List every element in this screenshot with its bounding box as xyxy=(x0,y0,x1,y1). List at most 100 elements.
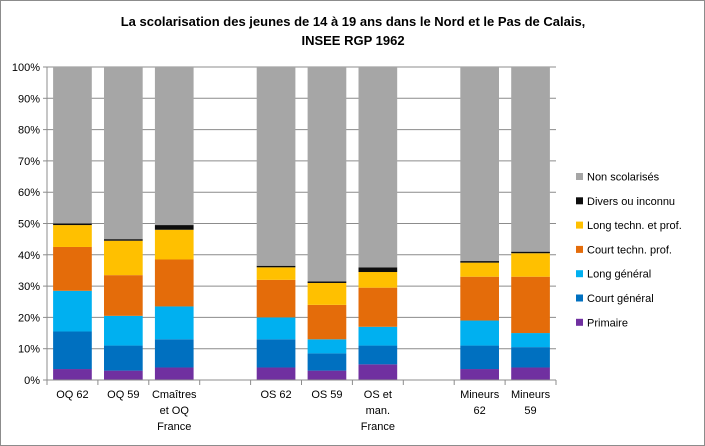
legend-swatch xyxy=(576,173,583,180)
y-tick-label: 10% xyxy=(18,344,40,356)
bar-segment-court-général xyxy=(460,345,499,370)
bar-segment-long-général xyxy=(307,339,347,354)
legend-swatch xyxy=(576,318,583,326)
bar-segment-court-techn-prof- xyxy=(511,276,550,334)
bar-segment-divers-ou-inconnu xyxy=(460,261,499,263)
y-tick-label: 20% xyxy=(18,312,40,324)
bar-segment-court-général xyxy=(53,331,92,370)
bar-segment-long-techn-et-prof- xyxy=(104,240,143,276)
bar-segment-non-scolarisés xyxy=(460,67,499,262)
bar-segment-long-général xyxy=(460,320,499,346)
bar-segment-non-scolarisés xyxy=(511,67,550,252)
bar-segment-primaire xyxy=(256,367,296,380)
bar-segment-long-techn-et-prof- xyxy=(307,282,347,305)
y-tick-label: 100% xyxy=(12,62,40,74)
bar-segment-long-techn-et-prof- xyxy=(53,225,92,247)
bar-segment-long-général xyxy=(154,306,194,340)
legend-label: Primaire xyxy=(587,317,628,329)
legend-swatch xyxy=(576,270,583,278)
legend-label: Non scolarisés xyxy=(587,172,660,184)
bar-segment-long-techn-et-prof- xyxy=(358,272,398,288)
bar-segment-long-techn-et-prof- xyxy=(460,262,499,277)
legend-label: Divers ou inconnu xyxy=(587,196,675,208)
y-tick-label: 40% xyxy=(18,250,40,262)
x-tick-label: Cmaîtres xyxy=(152,389,197,401)
y-tick-label: 80% xyxy=(18,125,40,137)
x-tick-label: France xyxy=(157,421,191,433)
y-tick-label: 0% xyxy=(24,375,40,387)
bar-segment-primaire xyxy=(511,367,550,380)
bar-segment-long-général xyxy=(358,326,398,346)
bar-segment-court-général xyxy=(256,339,296,368)
bar-segment-court-général xyxy=(307,353,347,371)
bars xyxy=(53,67,550,380)
y-axis: 0% 10% 20% 30% 40% 50% 60% 70% 80% 90% 100% xyxy=(12,62,48,387)
bar-segment-divers-ou-inconnu xyxy=(154,225,194,230)
bar-segment-divers-ou-inconnu xyxy=(307,281,347,283)
legend-label: Long techn. et prof. xyxy=(587,220,682,232)
bar-segment-divers-ou-inconnu xyxy=(511,251,550,254)
legend-swatch xyxy=(576,197,583,205)
chart-title: La scolarisation des jeunes de 14 à 19 a… xyxy=(121,14,586,48)
bar-segment-court-techn-prof- xyxy=(307,304,347,340)
x-tick-label: et OQ xyxy=(160,405,190,417)
x-tick-label: Mineurs xyxy=(511,389,551,401)
bar-segment-court-général xyxy=(154,339,194,368)
bar-segment-non-scolarisés xyxy=(307,67,347,282)
bar-segment-court-techn-prof- xyxy=(154,259,194,307)
x-tick-label: OQ 62 xyxy=(56,389,88,401)
bar-segment-long-techn-et-prof- xyxy=(511,253,550,277)
bar-segment-divers-ou-inconnu xyxy=(256,265,296,268)
x-axis: OQ 62 OQ 59 Cmaîtres et OQ France OS 62 OS 59 O… xyxy=(46,379,557,433)
bar-segment-long-général xyxy=(104,315,143,346)
y-tick-label: 50% xyxy=(18,219,40,231)
bar-segment-primaire xyxy=(104,370,143,380)
x-tick-label: OS 59 xyxy=(311,389,342,401)
bar-segment-non-scolarisés xyxy=(256,67,296,266)
bar-segment-primaire xyxy=(53,369,92,380)
legend-label: Long général xyxy=(587,269,651,281)
bar-segment-court-techn-prof- xyxy=(256,279,296,318)
legend-swatch xyxy=(576,221,583,229)
x-tick-label: OS 62 xyxy=(260,389,291,401)
bar-segment-long-général xyxy=(256,317,296,340)
y-tick-label: 30% xyxy=(18,281,40,293)
y-tick-label: 70% xyxy=(18,156,40,168)
bar-segment-divers-ou-inconnu xyxy=(358,267,398,273)
legend-swatch xyxy=(576,245,583,253)
bar-segment-non-scolarisés xyxy=(154,67,194,226)
legend-swatch xyxy=(576,294,583,302)
x-tick-label: 62 xyxy=(474,405,486,417)
bar-segment-primaire xyxy=(358,364,398,380)
bar-segment-divers-ou-inconnu xyxy=(104,239,143,241)
y-tick-label: 60% xyxy=(18,187,40,199)
bar-segment-primaire xyxy=(460,369,499,380)
x-tick-label: OQ 59 xyxy=(107,389,139,401)
bar-segment-long-techn-et-prof- xyxy=(256,267,296,280)
bar-segment-long-général xyxy=(53,290,92,332)
bar-segment-court-techn-prof- xyxy=(358,287,398,327)
x-tick-label: Mineurs xyxy=(460,389,500,401)
bar-segment-court-techn-prof- xyxy=(104,275,143,316)
x-tick-label: France xyxy=(361,421,395,433)
chart-title-line-1: La scolarisation des jeunes de 14 à 19 a… xyxy=(121,14,586,29)
bar-segment-primaire xyxy=(154,367,194,380)
bar-segment-long-général xyxy=(511,333,550,348)
bar-segment-court-général xyxy=(358,345,398,365)
legend-label: Court général xyxy=(587,293,654,305)
chart-title-line-2: INSEE RGP 1962 xyxy=(301,33,404,48)
bar-segment-court-général xyxy=(104,345,143,371)
x-tick-label: 59 xyxy=(524,405,536,417)
bar-segment-primaire xyxy=(307,370,347,380)
bar-segment-non-scolarisés xyxy=(358,67,398,268)
x-tick-label: man. xyxy=(366,405,390,417)
bar-segment-non-scolarisés xyxy=(53,67,92,224)
legend: Non scolarisés Divers ou inconnu Long tech… xyxy=(576,172,682,329)
bar-segment-long-techn-et-prof- xyxy=(154,229,194,260)
y-tick-label: 90% xyxy=(18,93,40,105)
bar-segment-non-scolarisés xyxy=(104,67,143,240)
bar-segment-court-techn-prof- xyxy=(460,276,499,321)
bar-segment-court-techn-prof- xyxy=(53,246,92,291)
x-tick-label: OS et xyxy=(364,389,392,401)
